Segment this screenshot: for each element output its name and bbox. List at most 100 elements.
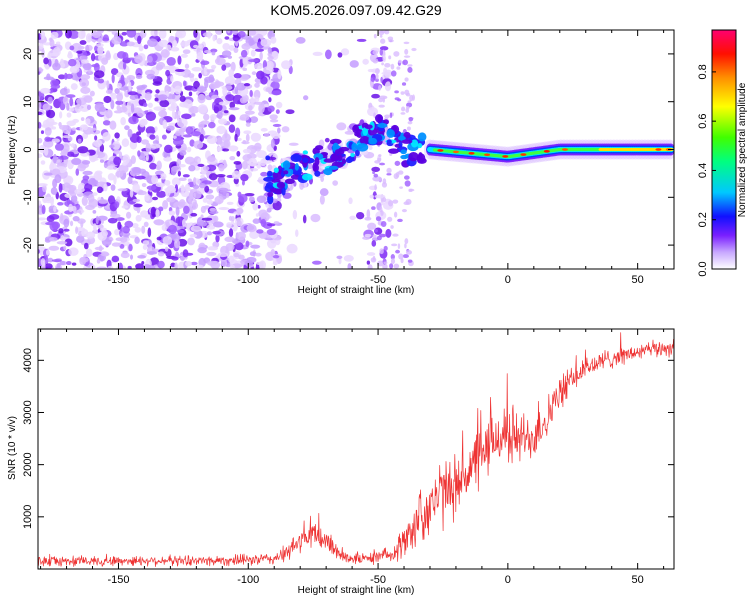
spectrogram-noise-cell — [105, 89, 113, 95]
spectrogram-ridge-cell — [398, 141, 403, 148]
spectrogram-noise-cell — [389, 263, 394, 269]
spectrogram-noise-cell — [266, 223, 276, 227]
spectrogram-noise-cell — [254, 252, 262, 257]
spectrogram-noise-cell — [403, 55, 411, 58]
spectrogram-noise-cell — [55, 41, 61, 45]
spectrogram-noise-cell — [228, 145, 239, 152]
spectrogram-noise-cell — [268, 97, 272, 103]
spectrogram-noise-cell — [64, 238, 73, 247]
snr-xtick-label: -100 — [237, 574, 259, 586]
spectrogram-noise-cell — [192, 201, 196, 210]
spectrogram-noise-cell — [347, 263, 352, 269]
spectrogram-noise-cell — [69, 220, 74, 227]
spectrogram-noise-cell — [247, 30, 257, 36]
spectrogram-noise-cell — [303, 95, 309, 101]
spectrogram-noise-cell — [178, 127, 187, 133]
spectrogram-noise-cell — [355, 211, 365, 220]
spectrogram-noise-cell — [272, 123, 282, 127]
spectrogram-noise-cell — [214, 195, 224, 205]
spectrogram-ridge-cell — [345, 157, 353, 164]
spectrogram-noise-cell — [245, 240, 250, 248]
spectrogram-noise-cell — [120, 252, 130, 259]
spectrogram-noise-cell — [240, 173, 249, 182]
spectrogram-noise-cell — [129, 94, 139, 101]
spectrogram-noise-cell — [229, 264, 235, 269]
spectrogram-noise-cell — [162, 119, 168, 130]
spectrogram-noise-cell — [249, 116, 259, 124]
spectrogram-noise-cell — [126, 41, 135, 47]
spectrogram-noise-cell — [366, 209, 371, 219]
spectrogram-noise-cell — [122, 225, 130, 234]
snr-ylabel: SNR (10 * v/v) — [7, 416, 18, 480]
spectrogram-noise-cell — [69, 97, 74, 107]
spectrogram-noise-cell — [127, 176, 133, 185]
spectrogram-noise-cell — [288, 142, 299, 146]
spectrogram-noise-cell — [198, 72, 203, 79]
spectrogram-noise-cell — [111, 255, 120, 263]
spectrogram-noise-cell — [51, 138, 61, 143]
spectrogram-noise-cell — [77, 138, 82, 143]
snr-ticks: -150 -100 -50 0 50 1000 2000 3000 4000 — [22, 329, 674, 586]
spectrogram-noise-cell — [212, 34, 216, 42]
spectrogram-ridge-cell — [271, 178, 281, 183]
spectrogram-noise-cell — [266, 238, 277, 249]
spectrogram-noise-cell — [69, 45, 75, 51]
spectrogram-noise-cell — [106, 80, 110, 89]
snr-xtick-label: -50 — [370, 574, 386, 586]
spectrogram-noise-cell — [245, 122, 251, 127]
spectrogram-noise-cell — [62, 182, 71, 192]
spectrogram-noise-cell — [220, 259, 228, 268]
spectrogram-noise-cell — [266, 207, 272, 213]
spectrogram-noise-cell — [94, 135, 98, 141]
spectrogram-noise-cell — [193, 177, 197, 186]
snr-background — [38, 329, 674, 569]
spectrogram-noise-cell — [71, 127, 77, 131]
spectrogram-noise-cell — [226, 201, 234, 206]
spectrogram-noise-cell — [373, 33, 377, 39]
spectrogram-noise-cell — [60, 213, 64, 221]
spectrogram-noise-cell — [375, 68, 380, 75]
spectrogram-noise-cell — [222, 50, 232, 58]
spectrogram-noise-cell — [146, 73, 156, 80]
spectrogram-noise-cell — [192, 44, 199, 49]
spectrogram-noise-cell — [180, 41, 190, 47]
spectrogram-noise-cell — [407, 100, 411, 104]
spectrogram-noise-cell — [110, 68, 119, 76]
spectrogram-peak — [502, 155, 509, 158]
spectrogram-noise-cell — [374, 184, 377, 191]
spectrogram-noise-cell — [80, 220, 84, 228]
spectrogram-noise-cell — [97, 78, 105, 84]
spectrogram-noise-cell — [147, 102, 153, 108]
spectrogram-noise-cell — [292, 209, 298, 220]
spectrogram-noise-cell — [379, 34, 383, 38]
spectrogram-noise-cell — [82, 175, 90, 181]
spectrogram-noise-cell — [252, 202, 259, 211]
spectrogram-noise-cell — [145, 126, 156, 135]
spectrogram-noise-cell — [210, 48, 218, 53]
spectrogram-noise-cell — [371, 206, 376, 210]
spectrogram-noise-cell — [379, 162, 386, 166]
spectrogram-noise-cell — [384, 81, 392, 92]
spectrogram-noise-cell — [107, 265, 114, 269]
spectrogram-noise-cell — [215, 234, 220, 243]
spectrogram-noise-cell — [311, 260, 322, 265]
spectrogram-noise-cell — [90, 53, 96, 62]
spectrogram-noise-cell — [52, 153, 57, 164]
spectrogram-noise-cell — [371, 166, 381, 172]
spectrogram-noise-cell — [372, 170, 376, 175]
spectrogram-noise-cell — [96, 266, 108, 269]
spectrogram-noise-cell — [190, 225, 202, 232]
spectrogram-noise-cell — [47, 96, 53, 104]
spectrogram-noise-cell — [67, 52, 73, 59]
spectrogram-noise-cell — [332, 180, 339, 186]
spectrogram-noise-cell — [161, 134, 167, 140]
spectrogram-noise-cell — [252, 218, 260, 224]
spectrogram-noise-cell — [233, 73, 242, 79]
spectrogram-noise-cell — [138, 45, 144, 52]
spectrogram-noise-cell — [238, 194, 248, 203]
spectrogram-noise-cell — [38, 122, 42, 129]
spectrogram-peak — [452, 150, 459, 154]
spectrogram-noise-cell — [96, 186, 103, 194]
